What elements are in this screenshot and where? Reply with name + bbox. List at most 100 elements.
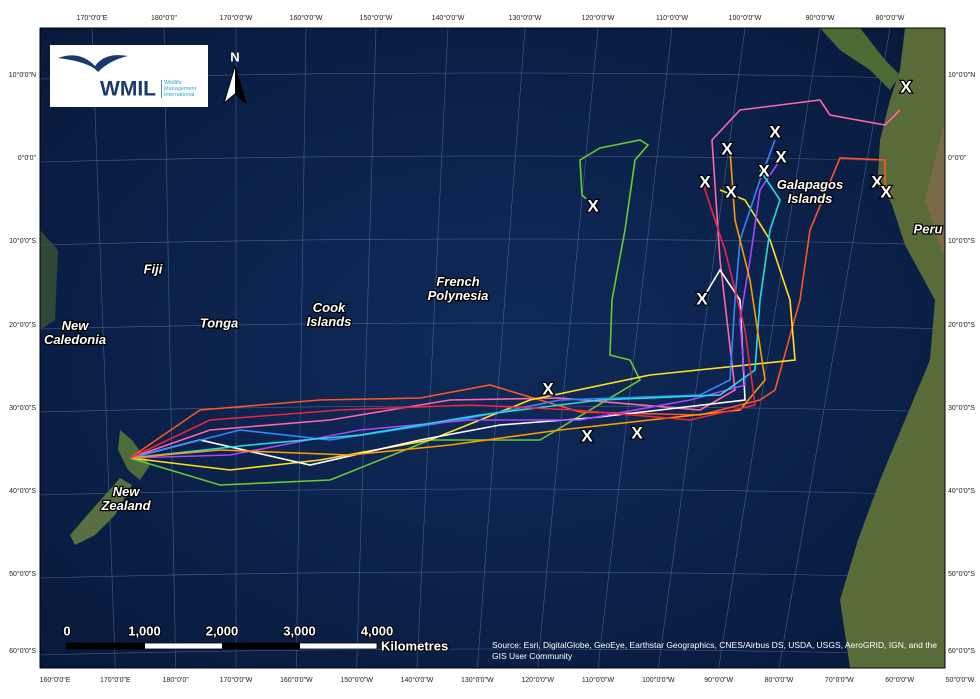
bottom-longitude-label: 170°0'0"W xyxy=(220,676,253,684)
meridian xyxy=(356,27,377,669)
parallel xyxy=(39,238,946,246)
top-longitude-label: 150°0'0"W xyxy=(360,14,393,22)
left-latitude-label: 40°0'0"S xyxy=(9,487,36,495)
right-latitude-label: 20°0'0"S xyxy=(948,321,975,329)
right-latitude-label: 10°0'0"S xyxy=(948,237,975,245)
top-longitude-label: 160°0'0"W xyxy=(290,14,323,22)
track xyxy=(129,147,766,459)
meridian xyxy=(163,27,176,669)
bottom-longitude-label: 160°0'0"W xyxy=(280,676,313,684)
right-latitude-label: 60°0'0"S xyxy=(948,647,975,655)
track xyxy=(129,139,776,459)
bottom-longitude-label: 50°0'0"W xyxy=(946,676,975,684)
track xyxy=(129,169,781,459)
place-label: Tonga xyxy=(200,315,239,330)
end-marker: X xyxy=(775,147,787,166)
track xyxy=(129,181,756,459)
end-marker: X xyxy=(631,423,643,442)
south-america xyxy=(840,28,945,668)
north-arrow: N xyxy=(223,49,247,105)
end-marker: X xyxy=(871,172,883,191)
top-longitude-label: 170°0'0"E xyxy=(77,14,108,22)
top-longitude-label: 180°0'0" xyxy=(151,14,178,22)
top-longitude-label: 100°0'0"W xyxy=(729,14,762,22)
left-latitude-label: 20°0'0"S xyxy=(9,321,36,329)
bottom-longitude-label: 150°0'0"W xyxy=(340,676,373,684)
end-marker: X xyxy=(880,182,892,201)
right-latitude-label: 0°0'0" xyxy=(948,154,967,162)
end-marker: X xyxy=(769,122,781,141)
meridian xyxy=(296,27,307,669)
map-border xyxy=(39,27,946,669)
track xyxy=(129,139,650,486)
bottom-longitude-label: 80°0'0"W xyxy=(765,676,794,684)
top-longitude-label: 80°0'0"W xyxy=(876,14,905,22)
meridian xyxy=(416,27,449,669)
right-latitude-label: 10°0'0"N xyxy=(948,71,975,79)
left-latitude-label: 30°0'0"S xyxy=(9,404,36,412)
right-latitude-label: 30°0'0"S xyxy=(948,404,975,412)
scale-label: 0 xyxy=(63,623,70,638)
source-box: Source: Esri, DigitalGlobe, GeoEye, Eart… xyxy=(492,640,938,662)
top-longitude-label: 90°0'0"W xyxy=(806,14,835,22)
bottom-longitude-label: 180°0'0" xyxy=(163,676,190,684)
bottom-longitude-label: 70°0'0"W xyxy=(825,676,854,684)
tracks xyxy=(129,99,901,486)
scale-label: 2,000 xyxy=(206,623,239,638)
bottom-longitude-label: 110°0'0"W xyxy=(582,676,615,684)
right-latitude-label: 50°0'0"S xyxy=(948,570,975,578)
meridian xyxy=(477,27,526,669)
top-longitude-label: 120°0'0"W xyxy=(582,14,615,22)
top-longitude-label: 130°0'0"W xyxy=(509,14,542,22)
bottom-longitude-label: 90°0'0"W xyxy=(704,676,733,684)
north-label: N xyxy=(230,49,239,64)
place-label: New Caledonia xyxy=(44,318,106,347)
scale-label: 4,000 xyxy=(361,623,394,638)
scale-label: 1,000 xyxy=(128,623,161,638)
scale-label: 3,000 xyxy=(283,623,316,638)
end-marker: X xyxy=(587,196,599,215)
place-labels: Fiji Tonga New Caledonia Cook Islands French Po… xyxy=(43,176,944,515)
end-marker: X xyxy=(721,139,733,158)
meridian xyxy=(658,27,746,669)
track xyxy=(129,189,796,471)
place-label: New Zealand xyxy=(100,484,151,513)
north-shade xyxy=(235,66,246,103)
end-marker: X xyxy=(758,161,770,180)
logo-tagline-box: Wildlife Management International xyxy=(161,80,207,99)
logo-tagline: Wildlife Management International xyxy=(161,80,207,99)
scale-unit: Kilometres xyxy=(381,638,448,653)
logo-bird xyxy=(58,55,128,72)
right-latitude-label: 40°0'0"S xyxy=(948,487,975,495)
logo: WMIL Wildlife Management International xyxy=(50,45,208,107)
parallel xyxy=(39,488,946,496)
source-text: Source: Esri, DigitalGlobe, GeoEye, Eart… xyxy=(492,640,938,662)
left-latitude-label: 10°0'0"N xyxy=(9,71,36,79)
end-marker: X xyxy=(542,379,554,398)
meridian xyxy=(91,27,116,669)
parallel xyxy=(39,155,946,163)
left-latitude-label: 50°0'0"S xyxy=(9,570,36,578)
top-longitude-label: 170°0'0"W xyxy=(220,14,253,22)
left-latitude-label: 0°0'0" xyxy=(18,154,37,162)
left-latitude-label: 60°0'0"S xyxy=(9,647,36,655)
left-latitude-label: 10°0'0"S xyxy=(9,237,36,245)
track xyxy=(129,157,886,459)
scale-segment xyxy=(222,643,300,649)
bottom-longitude-label: 60°0'0"W xyxy=(885,676,914,684)
end-marker: X xyxy=(696,289,708,308)
top-longitude-label: 140°0'0"W xyxy=(432,14,465,22)
parallel xyxy=(39,571,946,579)
markers: X X X X X X X X X X X X X X xyxy=(541,76,914,447)
place-label: Fiji xyxy=(144,261,163,276)
scale-segment xyxy=(67,643,145,649)
place-label: French Polynesia xyxy=(428,274,489,303)
meridian xyxy=(718,27,821,669)
new-zealand-south xyxy=(70,478,132,545)
bottom-longitude-label: 130°0'0"W xyxy=(461,676,494,684)
meridian xyxy=(778,27,891,669)
place-label: Peru xyxy=(914,221,943,236)
bottom-longitude-label: 160°0'0"E xyxy=(40,676,71,684)
